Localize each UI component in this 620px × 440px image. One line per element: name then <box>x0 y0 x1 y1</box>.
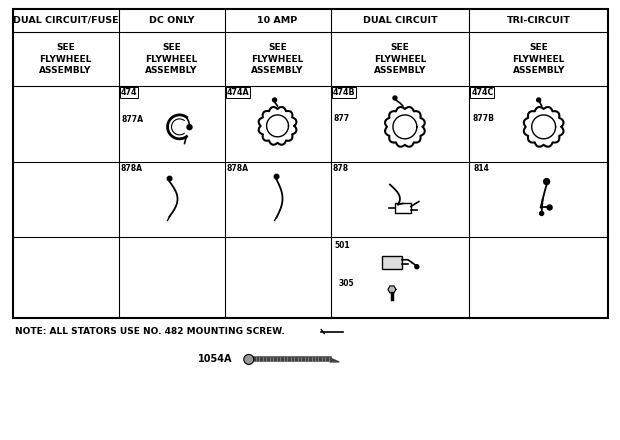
Text: SEE
FLYWHEEL
ASSEMBLY: SEE FLYWHEEL ASSEMBLY <box>374 43 426 75</box>
Bar <box>382 256 402 269</box>
Text: DC ONLY: DC ONLY <box>149 16 194 25</box>
Circle shape <box>539 212 544 216</box>
Text: NOTE: ALL STATORS USE NO. 482 MOUNTING SCREW.: NOTE: ALL STATORS USE NO. 482 MOUNTING S… <box>14 327 285 336</box>
Text: 474C: 474C <box>471 88 494 97</box>
Circle shape <box>274 174 279 179</box>
Circle shape <box>537 98 541 102</box>
Text: 877: 877 <box>334 114 350 123</box>
Text: TRI-CIRCUIT: TRI-CIRCUIT <box>507 16 570 25</box>
Circle shape <box>544 179 549 184</box>
Text: 474B: 474B <box>332 88 355 97</box>
Text: SEE
FLYWHEEL
ASSEMBLY: SEE FLYWHEEL ASSEMBLY <box>513 43 565 75</box>
Circle shape <box>547 205 552 210</box>
Bar <box>12 9 608 318</box>
Text: 877B: 877B <box>472 114 494 123</box>
Circle shape <box>167 176 172 181</box>
Text: 877A: 877A <box>122 115 143 125</box>
Text: 878: 878 <box>332 164 348 172</box>
Circle shape <box>393 96 397 100</box>
Text: SEE
FLYWHEEL
ASSEMBLY: SEE FLYWHEEL ASSEMBLY <box>39 43 92 75</box>
Circle shape <box>273 98 277 102</box>
Polygon shape <box>388 286 396 293</box>
Circle shape <box>415 265 419 269</box>
Text: 1054A: 1054A <box>198 354 233 364</box>
Circle shape <box>187 125 192 130</box>
Text: 501: 501 <box>335 241 350 250</box>
Text: 474A: 474A <box>226 88 249 97</box>
Text: 878A: 878A <box>120 164 143 172</box>
Text: SEE
FLYWHEEL
ASSEMBLY: SEE FLYWHEEL ASSEMBLY <box>251 43 304 75</box>
Text: 474: 474 <box>120 88 137 97</box>
Text: SEE
FLYWHEEL
ASSEMBLY: SEE FLYWHEEL ASSEMBLY <box>145 43 198 75</box>
Text: 305: 305 <box>339 279 354 288</box>
Text: DUAL CIRCUIT: DUAL CIRCUIT <box>363 16 437 25</box>
Text: DUAL CIRCUIT/FUSE: DUAL CIRCUIT/FUSE <box>13 16 118 25</box>
Text: 10 AMP: 10 AMP <box>257 16 298 25</box>
Text: 878A: 878A <box>226 164 249 172</box>
Circle shape <box>244 355 254 364</box>
Bar <box>395 203 411 213</box>
Text: 814: 814 <box>473 164 489 172</box>
